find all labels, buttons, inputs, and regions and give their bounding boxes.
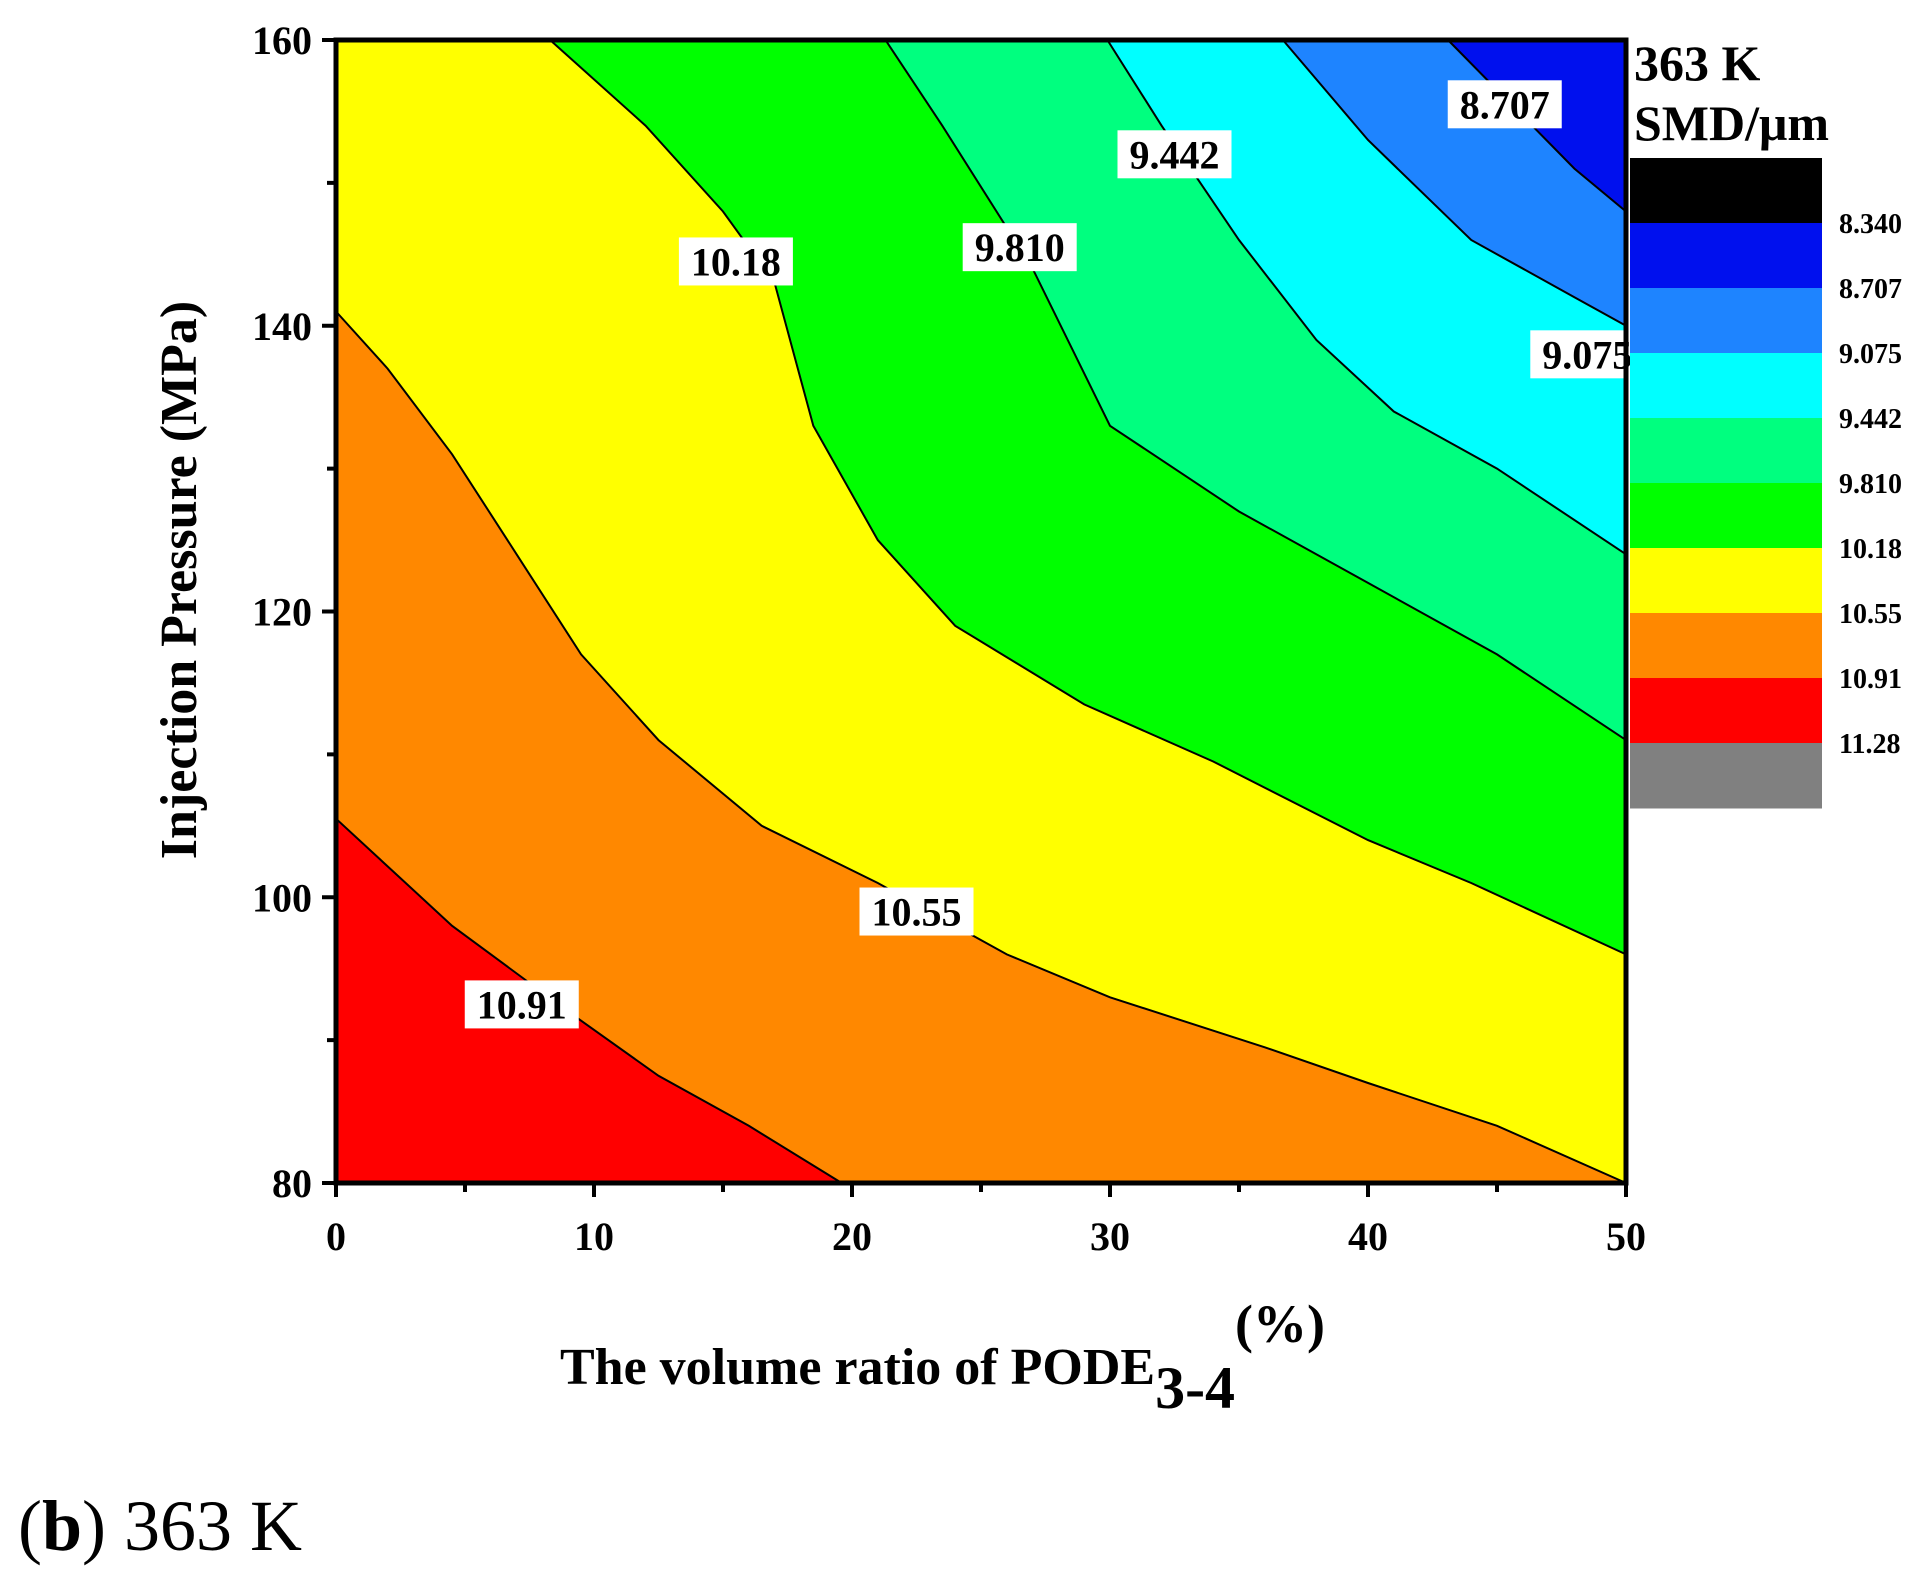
contour-line-10.18 <box>549 39 1627 956</box>
panel-open-paren: ( <box>18 1486 42 1566</box>
legend-swatch-7 <box>1630 613 1822 679</box>
contour-label-text: 9.075 <box>1542 332 1632 377</box>
legend-level-10.18: 10.18 <box>1839 534 1902 565</box>
x-tick-label-50: 50 <box>1606 1214 1646 1259</box>
legend-level-8.340: 8.340 <box>1839 209 1902 240</box>
x-axis-title-subscript: 3-4 <box>1155 1355 1235 1421</box>
contour-label-box <box>962 223 1077 272</box>
contour-line-10.91 <box>335 817 843 1184</box>
contour-label-text: 10.55 <box>872 890 962 935</box>
legend-level-11.28: 11.28 <box>1839 729 1900 760</box>
contour-label-text: 10.91 <box>477 982 567 1027</box>
legend-swatch-9 <box>1630 743 1822 809</box>
contour-label-box <box>1117 130 1232 179</box>
legend-swatch-5 <box>1630 483 1822 549</box>
y-tick-label-80: 80 <box>272 1161 312 1206</box>
legend-swatch-0 <box>1630 158 1822 224</box>
contour-fill-bands <box>336 40 1626 1183</box>
contour-line-9.442 <box>1106 39 1627 556</box>
axis-titles: Injection Pressure (MPa) The volume rati… <box>151 301 1325 1421</box>
contour-label-box <box>464 980 579 1029</box>
contour-label-9.442: 9.442 <box>1117 130 1232 179</box>
contour-label-box <box>859 887 974 936</box>
x-tick-label-0: 0 <box>326 1214 346 1259</box>
legend-title-unit: SMD/μm <box>1634 95 1829 151</box>
legend-level-9.442: 9.442 <box>1839 404 1902 435</box>
contour-labels: 8.707 9.442 10.18 9.810 9.075 10.55 10.91 <box>464 80 1645 1029</box>
panel-caption-text: (b) 363 K <box>18 1486 302 1566</box>
contour-label-text: 10.18 <box>691 239 781 284</box>
x-axis-title-unit: (%) <box>1235 1294 1325 1354</box>
y-tick-label-100: 100 <box>252 875 312 920</box>
contour-label-text: 9.442 <box>1130 132 1220 177</box>
legend-level-9.810: 9.810 <box>1839 469 1902 500</box>
x-tick-label-40: 40 <box>1348 1214 1388 1259</box>
contour-label-10.18: 10.18 <box>678 237 793 286</box>
contour-label-box <box>678 237 793 286</box>
y-tick-label-140: 140 <box>252 304 312 349</box>
contour-label-text: 9.810 <box>975 225 1065 270</box>
panel-temperature: 363 K <box>124 1486 302 1566</box>
x-tick-label-20: 20 <box>832 1214 872 1259</box>
legend-level-8.707: 8.707 <box>1839 274 1902 305</box>
contour-line-9.075 <box>1282 39 1627 327</box>
panel-caption: (b) 363 K <box>18 1486 302 1566</box>
legend-title-temperature: 363 K <box>1634 35 1761 91</box>
legend-swatch-1 <box>1630 223 1822 289</box>
x-tick-label-10: 10 <box>574 1214 614 1259</box>
x-tick-label-30: 30 <box>1090 1214 1130 1259</box>
contour-line-9.810 <box>884 39 1627 741</box>
contour-label-10.91: 10.91 <box>464 980 579 1029</box>
x-axis-title: The volume ratio of PODE3-4(%) <box>560 1294 1325 1421</box>
legend-swatch-3 <box>1630 353 1822 419</box>
legend-swatch-6 <box>1630 548 1822 614</box>
panel-close-paren: ) <box>82 1486 106 1566</box>
legend-level-10.91: 10.91 <box>1839 664 1902 695</box>
legend-swatch-8 <box>1630 678 1822 744</box>
y-tick-label-120: 120 <box>252 590 312 635</box>
contour-label-box <box>1447 80 1562 129</box>
contour-label-text: 8.707 <box>1460 82 1550 127</box>
contour-label-10.55: 10.55 <box>859 887 974 936</box>
contour-label-8.707: 8.707 <box>1447 80 1562 129</box>
contour-line-10.55 <box>335 310 1627 1184</box>
legend-swatch-2 <box>1630 288 1822 354</box>
legend-swatch-4 <box>1630 418 1822 484</box>
legend-level-9.075: 9.075 <box>1839 339 1902 370</box>
y-axis-title: Injection Pressure (MPa) <box>151 301 208 859</box>
y-tick-label-160: 160 <box>252 18 312 63</box>
legend-level-10.55: 10.55 <box>1839 599 1902 630</box>
plot-axes: 0 10 20 30 40 50 80 100 120 140 160 <box>252 18 1646 1259</box>
contour-label-9.810: 9.810 <box>962 223 1077 272</box>
x-axis-title-main: The volume ratio of PODE <box>560 1339 1155 1396</box>
panel-letter: b <box>42 1486 82 1566</box>
